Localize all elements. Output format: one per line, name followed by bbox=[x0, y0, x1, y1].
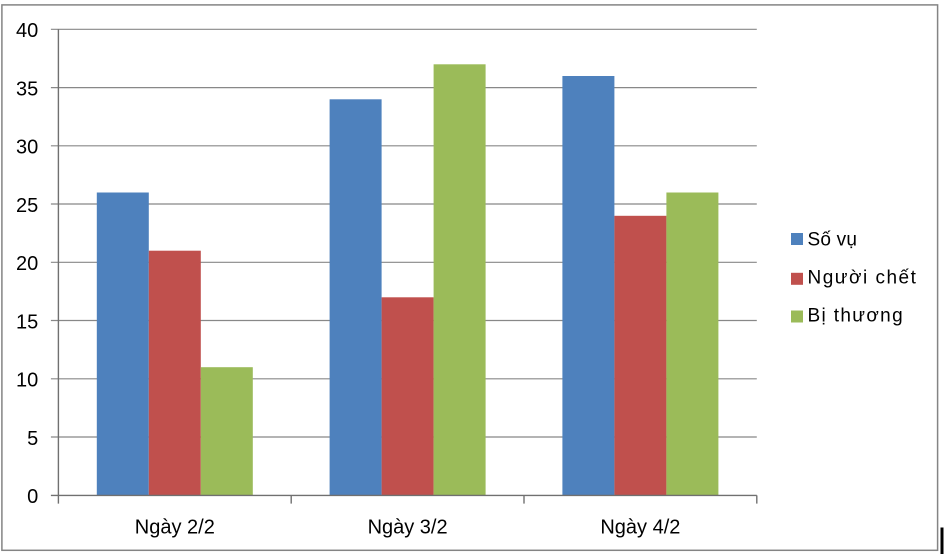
svg-text:Bị thương: Bị thương bbox=[808, 306, 904, 327]
svg-text:Số vụ: Số vụ bbox=[808, 230, 858, 251]
svg-text:0: 0 bbox=[27, 486, 38, 508]
svg-text:Ngày 3/2: Ngày 3/2 bbox=[368, 517, 448, 539]
svg-text:Ngày 2/2: Ngày 2/2 bbox=[135, 517, 215, 539]
svg-text:15: 15 bbox=[16, 311, 38, 333]
svg-text:25: 25 bbox=[16, 195, 38, 217]
svg-text:5: 5 bbox=[27, 428, 38, 450]
svg-text:35: 35 bbox=[16, 78, 38, 100]
svg-text:10: 10 bbox=[16, 370, 38, 392]
svg-text:Người chết: Người chết bbox=[808, 268, 918, 289]
svg-text:20: 20 bbox=[16, 253, 38, 275]
svg-text:30: 30 bbox=[16, 137, 38, 159]
svg-text:Ngày 4/2: Ngày 4/2 bbox=[600, 517, 680, 539]
svg-text:40: 40 bbox=[16, 20, 38, 42]
